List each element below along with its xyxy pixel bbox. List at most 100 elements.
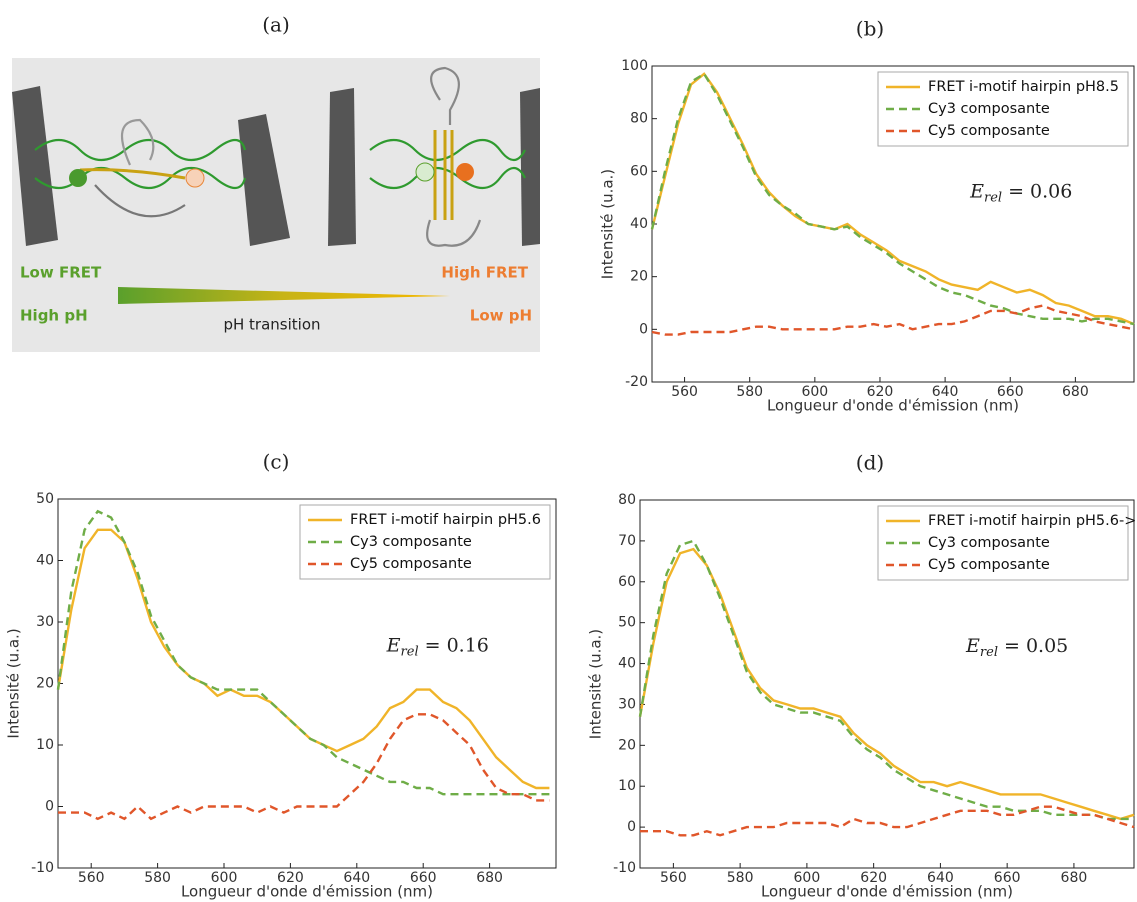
panel-label: (b) [856, 17, 884, 41]
y-tick-label: 30 [618, 696, 636, 712]
diagram-label: pH transition [223, 316, 320, 334]
panel-label: (d) [856, 451, 884, 475]
legend-label: FRET i-motif hairpin pH8.5 [928, 79, 1119, 95]
x-tick-label: 620 [860, 870, 887, 886]
series-line [638, 539, 1134, 821]
ph-gradient [118, 287, 450, 304]
annotation: Erel = 0.06 [969, 180, 1072, 205]
annotation-subscript: rel [401, 644, 419, 659]
x-axis-title: Longueur d'onde d'émission (nm) [181, 883, 433, 901]
x-tick-label: 660 [410, 870, 437, 886]
y-tick-label: -10 [31, 860, 54, 876]
x-tick-label: 640 [932, 384, 959, 400]
legend-label: FRET i-motif hairpin pH5.6 [350, 512, 541, 528]
chart: (d) -10 0 10 20 30 40 50 60 70 80 560 580 600 620 640 66… [587, 451, 1137, 901]
y-tick-label: 50 [618, 615, 636, 631]
diagram: (a) Low FRET High pH High FRET Low p [12, 13, 540, 352]
x-tick-label: 620 [277, 870, 304, 886]
x-tick-label: 580 [736, 384, 763, 400]
origami-blocks [12, 86, 540, 246]
series-line [651, 304, 1135, 336]
x-tick-label: 640 [927, 870, 954, 886]
y-tick-label: 60 [630, 163, 648, 179]
acceptor-dye [185, 168, 205, 188]
y-tick-label: 70 [618, 533, 636, 549]
legend: FRET i-motif hairpin pH5.6->7.8 Cy3 compo… [877, 505, 1137, 581]
series-line [58, 713, 550, 821]
acceptor-dye [456, 163, 474, 181]
panel-label: (c) [263, 450, 290, 474]
x-axis-title: Longueur d'onde d'émission (nm) [761, 883, 1013, 901]
y-tick-label: 80 [618, 492, 636, 508]
annotation-text: = 0.16 [425, 635, 489, 657]
x-tick-label: 560 [671, 384, 698, 400]
series-line [56, 509, 550, 796]
legend-label: FRET i-motif hairpin pH5.6->7.8 [928, 513, 1137, 529]
y-tick-label: 40 [618, 656, 636, 672]
donor-dye [415, 162, 435, 182]
diagram-label: High FRET [441, 264, 528, 282]
diagram-label: Low FRET [20, 264, 102, 282]
legend: FRET i-motif hairpin pH8.5 Cy3 composante… [877, 71, 1129, 147]
x-tick-label: 560 [78, 870, 105, 886]
y-axis-title: Intensité (u.a.) [587, 629, 605, 739]
x-tick-label: 680 [1061, 870, 1088, 886]
legend-label: Cy3 composante [928, 535, 1050, 551]
legend-label: Cy5 composante [928, 123, 1050, 139]
annotation-text: = 0.06 [1008, 180, 1072, 202]
x-tick-label: 680 [476, 870, 503, 886]
y-tick-label: 0 [639, 321, 648, 337]
x-tick-label: 580 [727, 870, 754, 886]
plot-frame [639, 499, 1135, 869]
y-axis-title: Intensité (u.a.) [599, 169, 617, 279]
x-tick-label: 600 [801, 384, 828, 400]
y-tick-label: -10 [613, 860, 636, 876]
x-tick-label: 600 [794, 870, 821, 886]
y-tick-label: 0 [45, 799, 54, 815]
x-axis-title: Longueur d'onde d'émission (nm) [767, 397, 1019, 415]
y-tick-label: 20 [36, 676, 54, 692]
legend: FRET i-motif hairpin pH5.6 Cy3 composante… [299, 504, 551, 580]
y-tick-label: 100 [621, 58, 648, 74]
y-tick-label: 80 [630, 111, 648, 127]
series-line [640, 805, 1135, 837]
annotation-subscript: rel [980, 645, 998, 660]
x-tick-label: 620 [867, 384, 894, 400]
legend-label: Cy5 composante [350, 556, 472, 572]
annotation-text: = 0.05 [1004, 635, 1068, 657]
legend-label: Cy3 composante [350, 534, 472, 550]
annotation: Erel = 0.16 [386, 635, 489, 660]
annotation-subscript: rel [984, 190, 1002, 205]
annotation: Erel = 0.05 [965, 635, 1068, 660]
series-line [650, 72, 1135, 326]
y-tick-label: 60 [618, 574, 636, 590]
y-tick-label: 20 [630, 269, 648, 285]
x-tick-label: 680 [1062, 384, 1089, 400]
y-tick-label: 40 [630, 216, 648, 232]
y-tick-label: 50 [36, 491, 54, 507]
x-tick-label: 640 [343, 870, 370, 886]
y-tick-label: 0 [627, 819, 636, 835]
x-tick-label: 600 [211, 870, 238, 886]
diagram-label: Low pH [470, 307, 532, 325]
y-tick-label: 30 [36, 614, 54, 630]
annotation-symbol: E [386, 635, 401, 657]
y-tick-label: 20 [618, 737, 636, 753]
y-tick-label: 10 [36, 737, 54, 753]
annotation-symbol: E [969, 180, 984, 202]
y-axis-title: Intensité (u.a.) [5, 628, 23, 738]
y-tick-label: 10 [618, 778, 636, 794]
chart: (b) -20 0 20 40 60 80 100 560 580 600 620 640 660 680 L… [599, 17, 1135, 415]
legend-label: Cy5 composante [928, 557, 1050, 573]
x-tick-label: 560 [660, 870, 687, 886]
y-tick-label: -20 [625, 374, 648, 390]
series-line [638, 547, 1135, 821]
annotation-symbol: E [965, 635, 980, 657]
donor-dye [69, 169, 87, 187]
chart: (c) -10 0 10 20 30 40 50 560 580 600 620 640 660 680 Lo… [5, 450, 557, 901]
x-tick-label: 580 [144, 870, 171, 886]
y-tick-label: 40 [36, 553, 54, 569]
x-tick-label: 660 [994, 870, 1021, 886]
panel-label: (a) [262, 13, 290, 37]
